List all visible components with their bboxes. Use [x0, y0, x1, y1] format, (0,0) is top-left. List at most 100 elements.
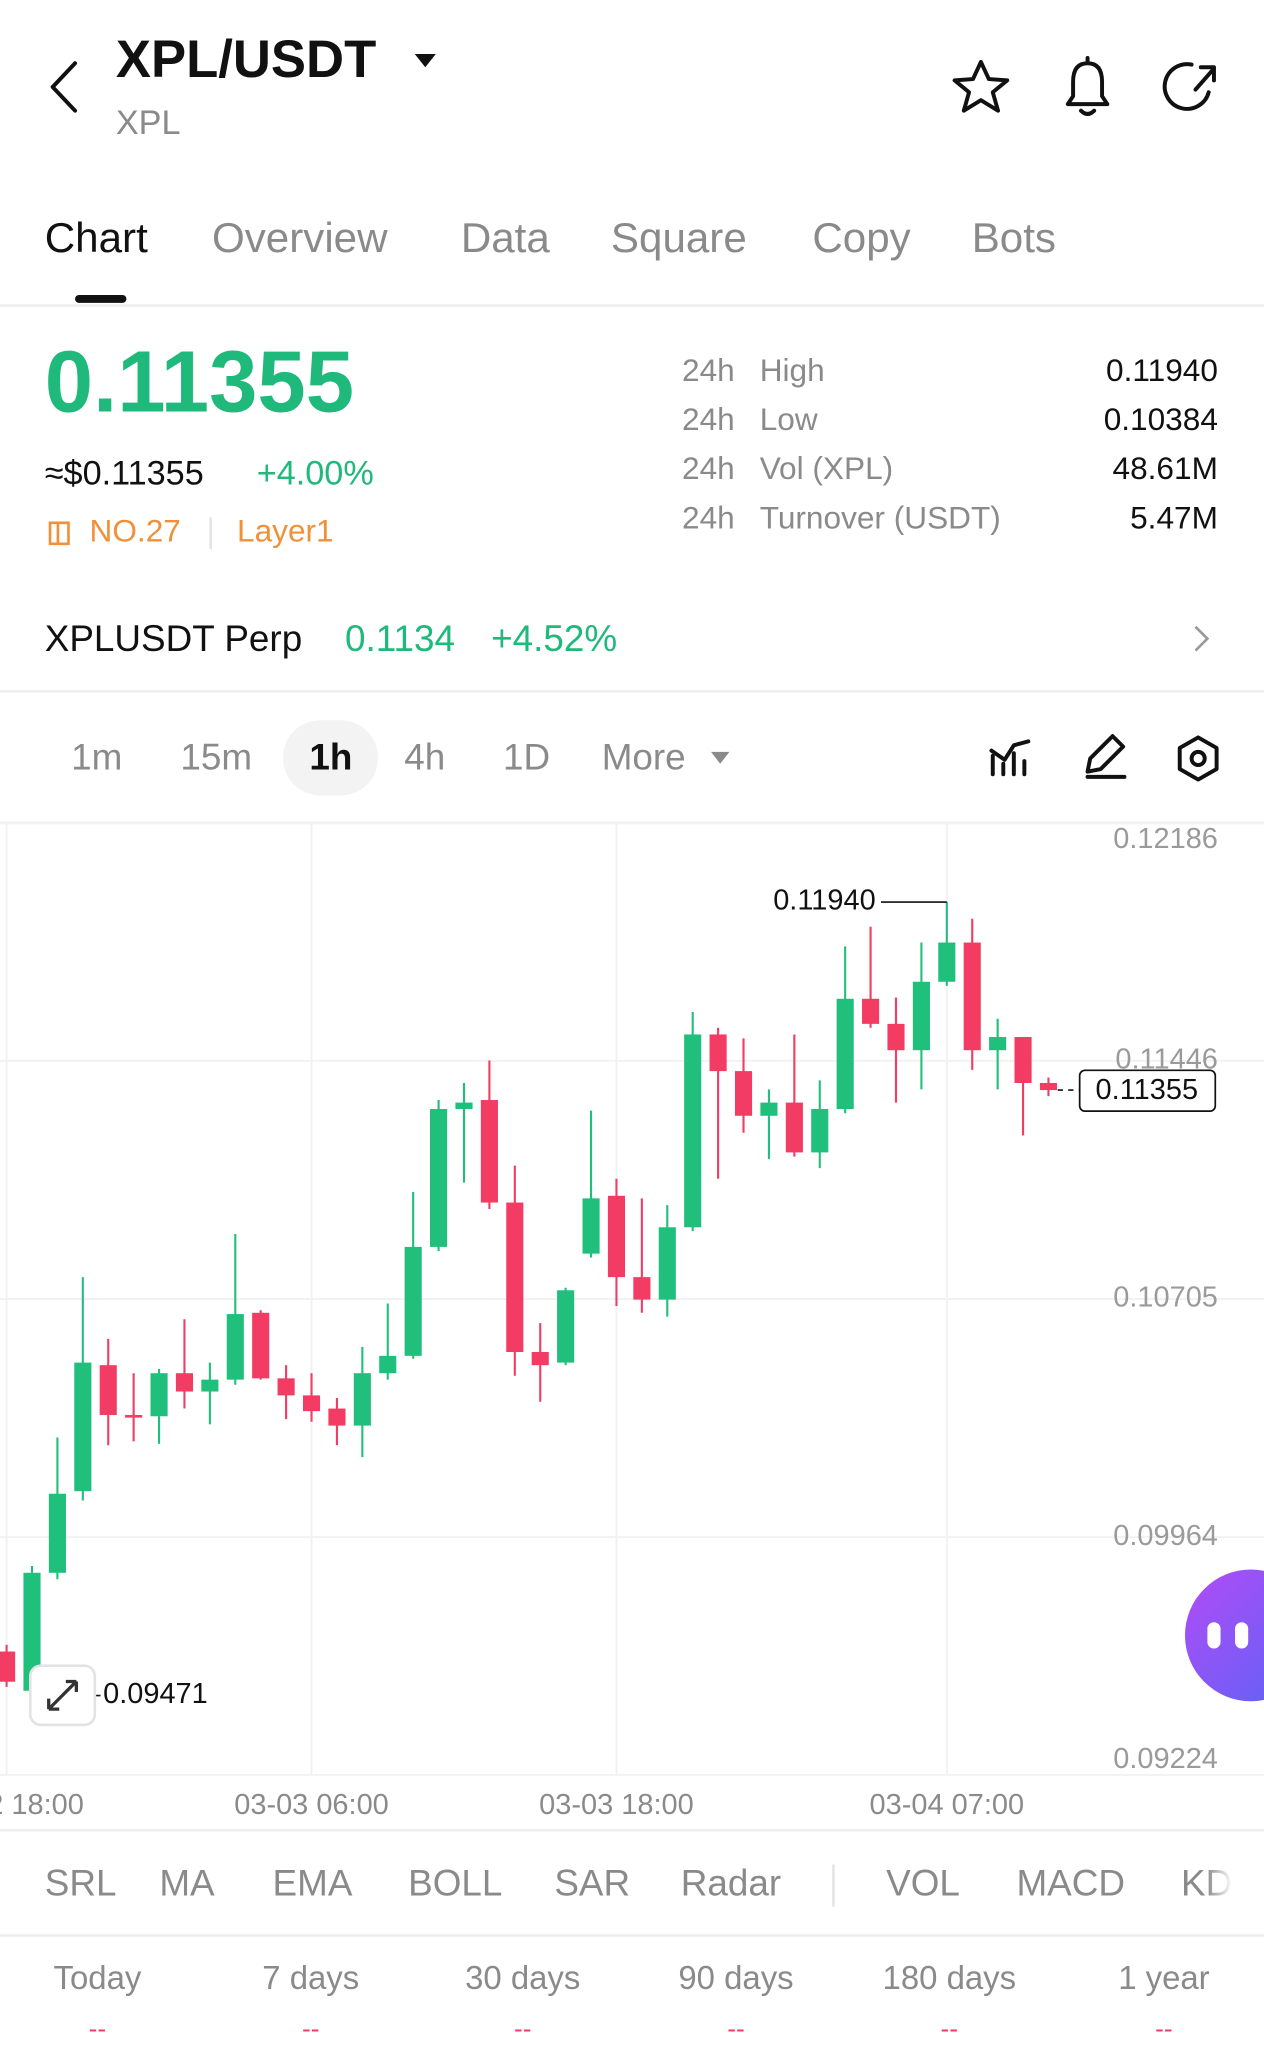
x-tick-label: 03-03 18:00: [539, 1789, 694, 1821]
candle-body: [506, 1202, 524, 1352]
indicator[interactable]: VOL: [886, 1862, 960, 1903]
candle-body: [912, 981, 930, 1051]
stat-label: High: [760, 352, 825, 388]
tab[interactable]: Chart: [45, 214, 148, 261]
candle-body: [1039, 1082, 1058, 1091]
more-dropdown[interactable]: [711, 751, 730, 764]
y-tick-label: 0.10705: [1113, 1282, 1218, 1314]
indicator[interactable]: MACD: [1016, 1862, 1125, 1903]
candle-body: [709, 1034, 727, 1072]
draw-icon[interactable]: [1085, 734, 1127, 779]
candle-body: [938, 942, 956, 982]
x-tick-label: 03-02 18:00: [0, 1789, 84, 1821]
back-button[interactable]: [50, 61, 78, 113]
indicator[interactable]: BOLL: [408, 1862, 502, 1903]
candle-body: [989, 1037, 1007, 1051]
candle-body: [633, 1277, 651, 1300]
stat-value: 48.61M: [1113, 450, 1218, 486]
candle-body: [836, 998, 854, 1110]
tab[interactable]: Overview: [212, 214, 388, 261]
assistant-eye: [1235, 1622, 1249, 1649]
candle-body: [1014, 1037, 1032, 1083]
settings-icon[interactable]: [1177, 735, 1219, 782]
y-tick-label: 0.09224: [1113, 1743, 1218, 1775]
indicator-icon[interactable]: [989, 739, 1031, 777]
period-label[interactable]: Today: [54, 1959, 142, 1996]
tab[interactable]: Bots: [972, 214, 1056, 261]
indicator[interactable]: KD: [1181, 1862, 1232, 1903]
candle-body: [531, 1351, 549, 1366]
stat-label: Low: [760, 401, 818, 437]
high-marker-label: 0.11940: [773, 885, 876, 917]
period-label[interactable]: 90 days: [678, 1959, 793, 1996]
indicator[interactable]: SRL: [45, 1862, 117, 1903]
period-label[interactable]: 1 year: [1118, 1959, 1209, 1996]
candlestick-chart: 03-02 18:00 03-03 06:00 03-03 18:00 03-04 0…: [0, 822, 1264, 1821]
period-value: --: [727, 2013, 745, 2043]
interval[interactable]: 1m: [71, 737, 122, 778]
period-value: --: [941, 2013, 959, 2043]
last-price-box: [1078, 1069, 1217, 1112]
perp-chevron[interactable]: [1194, 625, 1210, 652]
candle-body: [760, 1102, 778, 1116]
period-value: --: [302, 2013, 320, 2043]
candle-body: [963, 942, 981, 1051]
y-tick-label: 0.09964: [1113, 1520, 1218, 1552]
interval[interactable]: 1h: [309, 737, 352, 778]
stat-value: 0.11940: [1106, 352, 1218, 388]
candle-body: [582, 1198, 600, 1254]
x-tick-label: 03-04 07:00: [870, 1789, 1025, 1821]
stat-value: 5.47M: [1130, 499, 1218, 535]
tab[interactable]: Copy: [812, 214, 910, 261]
candle-body: [277, 1378, 295, 1396]
x-tick-label: 03-03 06:00: [234, 1789, 389, 1821]
price-change: +4.00%: [257, 454, 374, 492]
share-icon[interactable]: [1162, 62, 1216, 111]
candle-body: [734, 1071, 753, 1116]
interval[interactable]: 1D: [503, 737, 550, 778]
period-label[interactable]: 180 days: [883, 1959, 1017, 1996]
perp-symbol[interactable]: XPLUSDT Perp: [45, 618, 302, 659]
period-value: --: [89, 2013, 107, 2043]
stat-period: 24h: [682, 450, 735, 486]
candle-body: [658, 1227, 676, 1300]
candle-body: [99, 1365, 117, 1415]
low-marker-label: 0.09471: [103, 1678, 208, 1710]
candle-body: [328, 1408, 346, 1426]
tab[interactable]: Square: [611, 214, 747, 261]
indicator[interactable]: MA: [159, 1862, 215, 1903]
interval[interactable]: 15m: [180, 737, 252, 778]
indicator[interactable]: Radar: [681, 1862, 781, 1903]
pair-title[interactable]: XPL/USDT: [116, 30, 376, 89]
interval[interactable]: 4h: [404, 737, 445, 778]
indicator[interactable]: EMA: [273, 1862, 353, 1903]
assistant-bubble[interactable]: [1185, 1569, 1264, 1702]
period-label[interactable]: 30 days: [465, 1959, 580, 1996]
stat-label: Turnover (USDT): [760, 499, 1001, 535]
candle-body: [607, 1195, 626, 1278]
last-price-label: 0.11355: [1096, 1074, 1199, 1106]
rank[interactable]: NO.27: [90, 513, 181, 549]
favorite-icon[interactable]: [952, 59, 1010, 113]
candle-body: [404, 1246, 422, 1356]
candle-body: [125, 1414, 143, 1418]
candle-body: [684, 1034, 702, 1228]
y-tick-label: 0.12186: [1113, 823, 1218, 855]
alert-icon[interactable]: [1065, 56, 1110, 116]
assistant-eye: [1207, 1622, 1221, 1649]
candle-body: [226, 1314, 244, 1380]
candle-body: [887, 1023, 905, 1051]
tab[interactable]: Data: [461, 214, 551, 261]
stats: 24h High 0.11940 24h Low 0.10384 24h Vol (XPL) 4…: [682, 352, 1218, 535]
pair-dropdown[interactable]: [414, 54, 436, 68]
indicator[interactable]: SAR: [554, 1862, 630, 1903]
settings-icon-dot: [1189, 749, 1207, 768]
pair-subtitle: XPL: [116, 104, 181, 142]
usd-price: ≈$0.11355: [45, 454, 204, 492]
tag[interactable]: Layer1: [237, 513, 334, 549]
period-label[interactable]: 7 days: [262, 1959, 359, 1996]
interval[interactable]: More: [602, 737, 686, 778]
candle-body: [353, 1373, 371, 1426]
